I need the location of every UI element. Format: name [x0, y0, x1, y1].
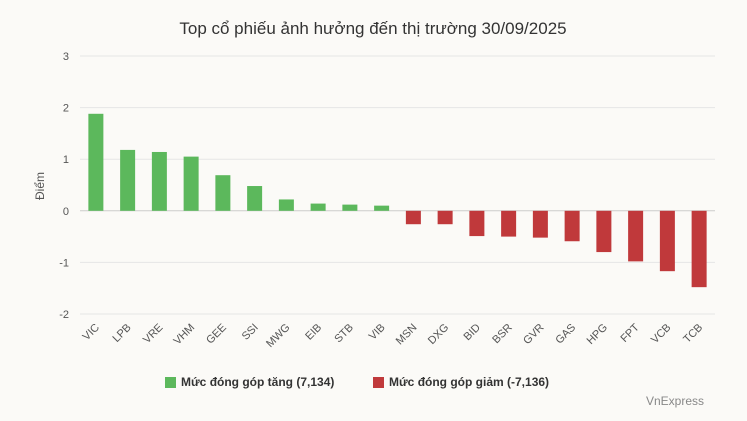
x-axis-ticks: VIC LPB VRE VHM GEE SSI MWG EIB STB VIB MSN DXG BID B…	[81, 321, 706, 350]
x-tick-label: VIB	[367, 322, 388, 343]
bar-dxg[interactable]	[437, 210, 453, 225]
bar-vcb[interactable]	[659, 210, 675, 272]
x-tick-label: DXG	[426, 322, 451, 347]
bar-fpt[interactable]	[628, 210, 644, 262]
y-tick-label: -2	[59, 309, 69, 321]
bar-vib[interactable]	[374, 205, 390, 211]
x-tick-label: VRE	[141, 322, 165, 346]
bar-stb[interactable]	[342, 204, 358, 211]
bar-eib[interactable]	[310, 203, 326, 211]
y-tick-label: -1	[59, 257, 69, 269]
x-tick-label: VIC	[81, 322, 102, 343]
bar-vre[interactable]	[151, 151, 167, 211]
bar-bsr[interactable]	[501, 210, 517, 237]
bar-gee[interactable]	[215, 175, 231, 211]
x-tick-label: STB	[332, 322, 356, 346]
bars	[88, 113, 707, 288]
y-tick-label: 2	[63, 103, 69, 115]
chart-title: Top cổ phiếu ảnh hưởng đến thị trường 30…	[179, 19, 566, 38]
bar-vic[interactable]	[88, 113, 104, 211]
legend-label-increase: Mức đóng góp tăng (7,134)	[181, 375, 334, 389]
x-tick-label: MWG	[264, 322, 292, 350]
y-tick-label: 1	[63, 154, 69, 166]
legend-swatch-decrease	[373, 377, 384, 388]
x-tick-label: TCB	[681, 322, 705, 346]
bar-tcb[interactable]	[691, 210, 707, 288]
y-axis-label: Điểm	[33, 172, 47, 200]
y-tick-label: 0	[63, 206, 69, 218]
bar-ssi[interactable]	[247, 186, 263, 211]
x-tick-label: EIB	[303, 322, 324, 343]
x-tick-label: GVR	[521, 322, 546, 347]
bar-vhm[interactable]	[183, 156, 199, 211]
bar-bid[interactable]	[469, 210, 485, 237]
x-tick-label: SSI	[240, 322, 261, 343]
y-axis-ticks: 3 2 1 0 -1 -2	[59, 51, 69, 321]
x-tick-label: FPT	[619, 321, 642, 344]
bar-msn[interactable]	[405, 210, 421, 225]
credit-text[interactable]: VnExpress	[646, 394, 704, 408]
legend-swatch-increase	[165, 377, 176, 388]
x-tick-label: LPB	[111, 322, 134, 345]
legend-item-increase[interactable]: Mức đóng góp tăng (7,134)	[165, 375, 334, 389]
grid-lines	[80, 55, 715, 315]
bar-mwg[interactable]	[278, 199, 294, 211]
legend-item-decrease[interactable]: Mức đóng góp giảm (-7,136)	[373, 375, 549, 389]
legend-label-decrease: Mức đóng góp giảm (-7,136)	[389, 375, 549, 389]
legend[interactable]: Mức đóng góp tăng (7,134) Mức đóng góp g…	[165, 375, 549, 389]
x-tick-label: MSN	[394, 322, 420, 348]
x-tick-label: GEE	[204, 322, 229, 347]
bar-lpb[interactable]	[120, 149, 136, 211]
x-tick-label: HPG	[585, 322, 610, 347]
x-tick-label: BSR	[490, 322, 515, 347]
x-tick-label: GAS	[553, 322, 578, 347]
x-tick-label: VCB	[649, 322, 673, 346]
bar-gas[interactable]	[564, 210, 580, 242]
bar-gvr[interactable]	[532, 210, 548, 238]
bar-hpg[interactable]	[596, 210, 612, 253]
y-tick-label: 3	[63, 51, 69, 63]
x-tick-label: VHM	[171, 322, 197, 348]
x-tick-label: BID	[462, 322, 483, 343]
